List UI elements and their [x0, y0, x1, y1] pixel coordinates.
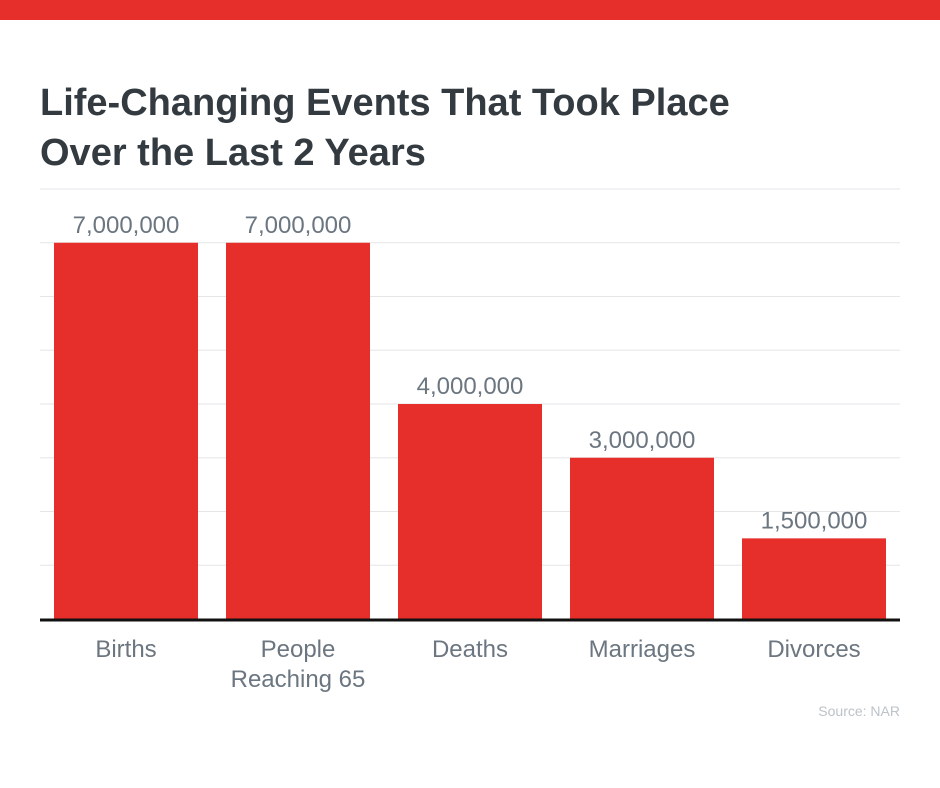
value-labels: 7,000,000 7,000,000 4,000,000 3,000,000 1,50…	[73, 212, 868, 535]
category-labels: Births People Reaching 65 Deaths Marriages Di…	[95, 636, 860, 693]
category-label: Reaching 65	[231, 666, 366, 693]
category-label: People	[261, 636, 336, 663]
bar	[570, 457, 714, 619]
bar	[742, 538, 886, 619]
category-label: Marriages	[589, 636, 696, 663]
bars	[54, 242, 886, 619]
category-label: Births	[95, 636, 156, 663]
value-label: 7,000,000	[245, 212, 352, 239]
bar	[54, 242, 198, 619]
chart-title-line-1: Life-Changing Events That Took Place	[40, 82, 730, 124]
bar	[398, 404, 542, 619]
top-accent-bar	[0, 0, 940, 20]
value-label: 7,000,000	[73, 212, 180, 239]
source-note: Source: NAR	[818, 703, 900, 719]
chart-title: Life-Changing Events That Took Place Ove…	[40, 78, 900, 178]
chart-title-line-2: Over the Last 2 Years	[40, 132, 426, 174]
category-label: Divorces	[767, 636, 860, 663]
category-label: Deaths	[432, 636, 508, 663]
value-label: 4,000,000	[417, 373, 524, 400]
bar	[226, 242, 370, 619]
value-label: 1,500,000	[761, 507, 868, 534]
value-label: 3,000,000	[589, 427, 696, 454]
